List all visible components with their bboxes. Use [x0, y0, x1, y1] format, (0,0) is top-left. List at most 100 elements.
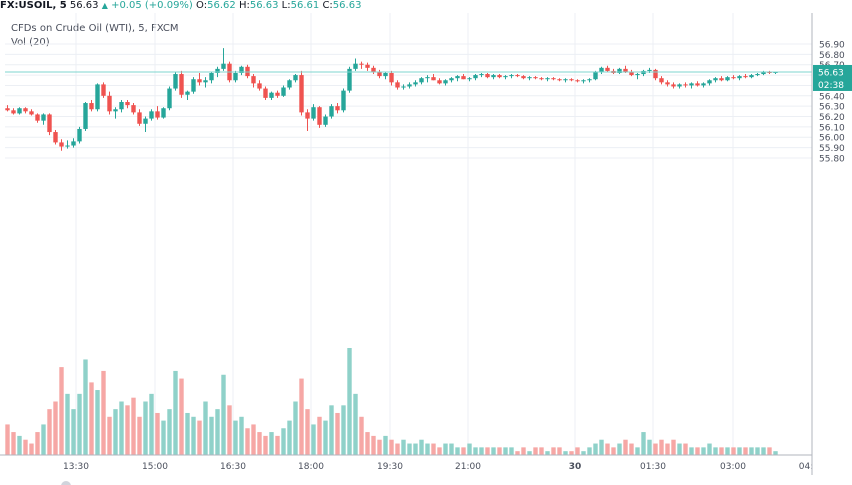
volume-bar — [581, 451, 586, 455]
candle-body — [29, 111, 34, 115]
candle-body — [503, 76, 508, 78]
symbol-name[interactable]: FX:USOIL, 5 — [0, 0, 67, 11]
x-tick-label: 04: — [799, 462, 813, 472]
candle-body — [407, 84, 412, 87]
candle-body — [95, 84, 100, 110]
volume-bar — [353, 393, 358, 455]
volume-bar — [41, 424, 46, 455]
candle-body — [11, 110, 16, 114]
candle-body — [215, 68, 220, 74]
candle-body — [167, 88, 172, 109]
open-value: 56.62 — [207, 0, 236, 11]
candle-body — [497, 75, 502, 78]
volume-bar — [593, 443, 598, 455]
volume-bar — [167, 409, 172, 455]
candle-body — [287, 80, 292, 88]
candle-body — [767, 71, 772, 74]
y-tick-label: 56.30 — [819, 103, 845, 113]
candle-body — [275, 92, 280, 96]
candle-body — [161, 108, 166, 118]
y-tick-label: 56.80 — [819, 51, 845, 61]
volume-bar — [611, 447, 616, 455]
volume-bar — [239, 416, 244, 455]
volume-bar — [491, 447, 496, 455]
candle-body — [593, 71, 598, 80]
candle-body — [737, 76, 742, 79]
candle-body — [119, 102, 124, 110]
candle-body — [695, 83, 700, 86]
volume-bar — [347, 348, 352, 455]
volume-bar — [191, 416, 196, 455]
volume-bar — [65, 393, 70, 455]
volume-bar — [485, 447, 490, 455]
volume-bar — [131, 397, 136, 455]
candle-body — [773, 71, 778, 74]
candle-body — [539, 78, 544, 80]
candle-body — [47, 114, 52, 133]
volume-bar — [431, 443, 436, 455]
candle-body — [299, 75, 304, 113]
candle-body — [335, 106, 340, 111]
volume-bar — [89, 382, 94, 455]
candle-body — [725, 77, 730, 81]
candle-body — [179, 74, 184, 95]
candle-body — [701, 83, 706, 86]
volume-bar — [473, 447, 478, 455]
candle-body — [485, 74, 490, 78]
instrument-title[interactable]: CFDs on Crude Oil (WTI), 5, FXCM — [11, 23, 179, 34]
candle-body — [233, 73, 238, 81]
candle-body — [65, 145, 70, 147]
candle-body — [623, 68, 628, 72]
candle-body — [419, 78, 424, 83]
candle-body — [149, 111, 154, 119]
volume-bar — [647, 439, 652, 455]
candle-body — [365, 64, 370, 68]
volume-bar — [551, 447, 556, 455]
volume-bar — [263, 435, 268, 455]
candle-body — [191, 79, 196, 92]
candle-body — [581, 80, 586, 82]
volume-bar — [641, 432, 646, 455]
candle-body — [683, 84, 688, 86]
volume-bar — [203, 401, 208, 455]
candle-body — [257, 83, 262, 89]
volume-bar — [389, 439, 394, 455]
candle-body — [473, 75, 478, 79]
candle-body — [59, 142, 64, 147]
volume-bar — [455, 447, 460, 455]
volume-bar — [197, 420, 202, 455]
open-label: O: — [196, 0, 208, 11]
volume-study-label[interactable]: Vol (20) — [11, 37, 50, 48]
volume-bar — [761, 447, 766, 455]
candle-body — [71, 141, 76, 146]
volume-bar — [497, 447, 502, 455]
volume-bar — [107, 416, 112, 455]
volume-bar — [563, 451, 568, 455]
scroll-to-realtime-button[interactable] — [61, 481, 71, 485]
y-tick-label: 56.20 — [819, 113, 845, 123]
volume-bar — [227, 405, 232, 455]
volume-bar — [161, 420, 166, 455]
volume-bar — [155, 412, 160, 455]
candle-body — [269, 92, 274, 98]
candle-body — [353, 63, 358, 69]
volume-bar — [419, 439, 424, 455]
candle-body — [455, 76, 460, 79]
candle-body — [533, 77, 538, 79]
volume-bar — [209, 416, 214, 455]
volume-bar — [575, 447, 580, 455]
volume-bar — [359, 416, 364, 455]
candle-body — [377, 71, 382, 77]
volume-bar — [11, 432, 16, 455]
close-value: 56.63 — [332, 0, 362, 11]
volume-bar — [587, 447, 592, 455]
volume-bar — [677, 443, 682, 455]
volume-bar — [377, 439, 382, 455]
candle-body — [437, 80, 442, 84]
candle-body — [323, 116, 328, 125]
volume-bar — [767, 447, 772, 455]
x-tick-label: 30 — [569, 462, 582, 472]
volume-bar — [173, 370, 178, 455]
y-tick-label: 55.90 — [819, 144, 845, 154]
